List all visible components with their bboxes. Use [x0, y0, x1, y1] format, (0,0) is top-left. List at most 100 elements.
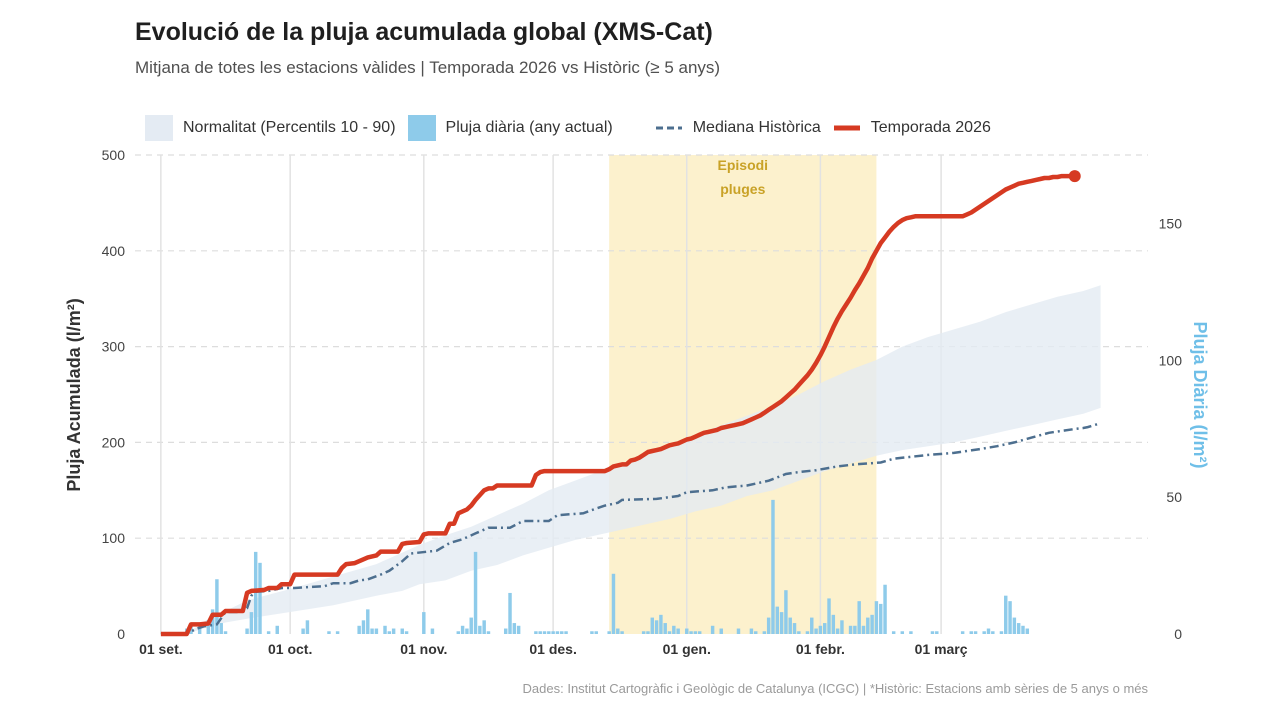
- daily-rain-bar: [258, 562, 262, 634]
- daily-rain-bar: [391, 628, 396, 634]
- daily-rain-bar: [861, 625, 866, 634]
- daily-rain-bar: [594, 631, 598, 634]
- daily-rain-bar: [697, 631, 702, 634]
- daily-rain-bar: [672, 625, 676, 634]
- daily-rain-bar: [831, 614, 836, 634]
- daily-rain-bar: [387, 631, 392, 634]
- daily-rain-bar: [857, 601, 861, 634]
- daily-rain-bar: [210, 609, 215, 634]
- y-tick-label: 400: [102, 243, 126, 259]
- band-swatch-icon: [145, 115, 173, 141]
- daily-rain-bar: [999, 631, 1004, 634]
- daily-rain-bar: [564, 631, 568, 634]
- daily-rain-bar: [659, 614, 663, 634]
- daily-rain-bar: [827, 598, 831, 634]
- normality-band: [160, 285, 1101, 634]
- daily-rain-bar: [547, 631, 551, 634]
- legend-band-label: Normalitat (Percentils 10 - 90): [183, 119, 396, 136]
- daily-rain-bar: [883, 584, 887, 634]
- daily-rain-bar: [805, 631, 810, 634]
- daily-rain-bar: [400, 628, 404, 634]
- y-right-tick-label: 0: [1174, 626, 1182, 642]
- daily-rain-bar: [275, 625, 279, 634]
- daily-rain-bar: [874, 601, 879, 634]
- daily-rain-bar: [456, 631, 461, 634]
- daily-rain-bar: [930, 631, 935, 634]
- daily-rain-bar: [1004, 595, 1008, 634]
- daily-rain-bar: [516, 625, 521, 634]
- daily-rain-bar: [473, 551, 478, 634]
- x-tick-label: 01 febr.: [796, 641, 845, 657]
- daily-rain-bar: [870, 614, 874, 634]
- legend-item-season: Temporada 2026: [833, 115, 991, 141]
- daily-rain-bar: [551, 631, 555, 634]
- daily-rain-bar: [719, 628, 723, 634]
- x-tick-label: 01 set.: [139, 641, 183, 657]
- season-endpoint: [1068, 170, 1081, 183]
- daily-rain-bar: [866, 617, 870, 634]
- daily-rain-bar: [301, 628, 305, 634]
- daily-rain-bar: [555, 631, 560, 634]
- daily-rain-bar: [374, 628, 379, 634]
- daily-rain-bar: [693, 631, 698, 634]
- daily-rain-bar: [822, 623, 827, 634]
- y-tick-label: 0: [117, 626, 125, 642]
- daily-rain-bar: [482, 620, 486, 634]
- daily-rain-bar: [404, 631, 409, 634]
- daily-rain-bar: [361, 620, 366, 634]
- legend-median-label: Mediana Històrica: [692, 119, 821, 136]
- median-line: [160, 422, 1101, 636]
- legend-item-median: Mediana Històrica: [655, 115, 821, 141]
- daily-rain-bar: [478, 625, 482, 634]
- daily-rain-bar: [1025, 628, 1030, 634]
- daily-rain-bar: [788, 617, 792, 634]
- daily-rain-bar: [960, 631, 965, 634]
- daily-rain-bar: [900, 631, 905, 634]
- data-source-caption: Dades: Institut Cartogràfic i Geològic d…: [522, 681, 1148, 696]
- daily-rain-bar: [797, 631, 801, 634]
- daily-rain-bar: [853, 625, 857, 634]
- season-line: [160, 173, 1075, 637]
- x-tick-label: 01 març: [915, 641, 968, 657]
- y-right-tick-label: 50: [1166, 489, 1182, 505]
- y-axis-label: Pluja Acumulada (l/m²): [64, 298, 84, 491]
- legend-season-label: Temporada 2026: [870, 119, 991, 136]
- daily-rain-bar: [189, 625, 193, 634]
- daily-rain-bar: [590, 631, 594, 634]
- daily-rain-bar: [469, 617, 473, 634]
- dashed-line-swatch-icon: [655, 126, 682, 130]
- daily-rain-bar: [460, 625, 465, 634]
- daily-rain-bar: [879, 603, 883, 634]
- daily-rain-bar: [245, 628, 249, 634]
- daily-rain-bar: [935, 631, 939, 634]
- daily-rain-bar: [982, 631, 986, 634]
- y-right-tick-label: 100: [1159, 352, 1183, 368]
- daily-rain-bar: [253, 551, 258, 634]
- daily-rain-bar: [810, 617, 814, 634]
- legend-bars-label: Pluja diària (any actual): [445, 119, 613, 136]
- y-tick-label: 500: [102, 147, 126, 163]
- daily-rain-bar: [503, 628, 508, 634]
- daily-rain-bar: [654, 620, 659, 634]
- daily-rain-bar: [749, 628, 754, 634]
- daily-rain-bar: [197, 625, 202, 634]
- daily-rain-bar: [814, 628, 818, 634]
- daily-rain-bar: [667, 631, 672, 634]
- y-tick-label: 200: [102, 434, 126, 450]
- daily-rain-bar: [370, 628, 374, 634]
- daily-rain-bar: [754, 631, 758, 634]
- daily-rain-bar: [710, 625, 715, 634]
- daily-rain-bar: [663, 623, 667, 634]
- daily-rain-bar: [616, 628, 620, 634]
- daily-rain-bar: [891, 631, 896, 634]
- daily-rain-bar: [383, 625, 387, 634]
- daily-rain-bar: [335, 631, 340, 634]
- daily-rain-bar: [607, 631, 611, 634]
- daily-rain-bar: [818, 625, 823, 634]
- daily-rain-bar: [305, 620, 310, 634]
- x-tick-label: 01 des.: [529, 641, 576, 657]
- daily-rain-bar: [465, 628, 469, 634]
- daily-rain-bar: [650, 617, 655, 634]
- daily-rain-bar: [327, 631, 331, 634]
- daily-rain-bar: [991, 631, 995, 634]
